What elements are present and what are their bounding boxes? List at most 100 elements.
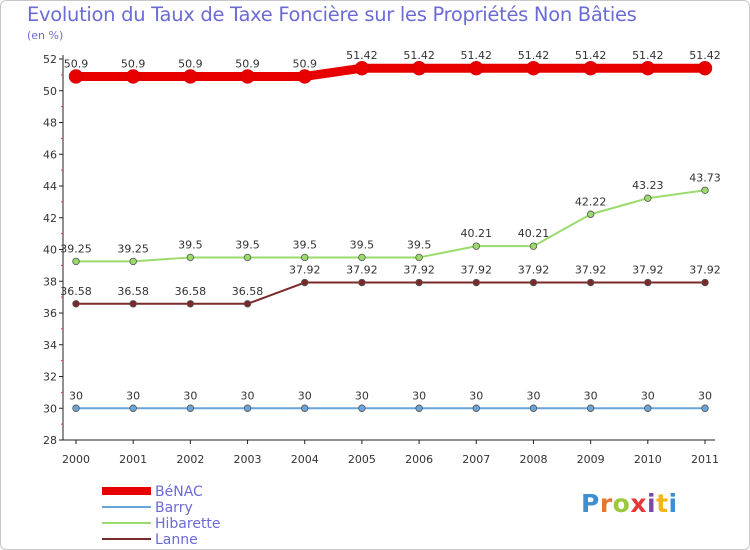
logo-letter: r	[599, 489, 613, 518]
data-point	[472, 404, 480, 412]
x-tick-label: 2003	[234, 453, 262, 466]
data-label: 39.25	[60, 242, 92, 255]
series-line-lanne	[75, 281, 706, 305]
x-tick-label: 2006	[405, 453, 433, 466]
x-tick-label: 2010	[634, 453, 662, 466]
y-tick-label: 36	[43, 307, 57, 320]
logo-letter: o	[612, 489, 631, 518]
data-point	[415, 253, 423, 262]
y-tick-label: 44	[43, 180, 57, 193]
data-point	[644, 278, 652, 287]
x-tick-label: 2000	[62, 453, 90, 466]
data-label: 50.9	[121, 57, 146, 70]
data-point	[640, 60, 656, 76]
data-point	[68, 69, 84, 84]
data-point	[526, 60, 541, 76]
series-line-bénac	[71, 63, 710, 81]
data-point	[186, 300, 195, 308]
data-point	[586, 404, 595, 412]
data-label: 36.58	[175, 285, 207, 298]
legend-label: Lanne	[155, 532, 198, 548]
data-point	[529, 278, 538, 287]
data-label: 37.92	[346, 264, 378, 277]
data-label: 30	[641, 389, 655, 402]
data-label: 30	[298, 389, 312, 402]
logo-letter: i	[668, 489, 678, 518]
data-point	[415, 404, 423, 412]
data-point	[472, 278, 480, 287]
data-label: 37.92	[575, 264, 607, 277]
data-label: 50.9	[235, 57, 260, 70]
data-label: 39.25	[117, 242, 149, 255]
data-label: 37.92	[632, 264, 664, 277]
data-point	[240, 69, 255, 84]
data-label: 30	[469, 389, 483, 402]
logo-letter: t	[656, 489, 669, 518]
data-label: 50.9	[64, 57, 89, 70]
chart-title: Evolution du Taux de Taxe Foncière sur l…	[27, 3, 637, 26]
x-tick-label: 2001	[119, 453, 147, 466]
data-point	[644, 194, 652, 202]
data-point	[129, 257, 137, 266]
x-tick-label: 2007	[462, 453, 490, 466]
data-label: 30	[412, 389, 426, 402]
data-label: 37.92	[289, 264, 321, 277]
data-point	[472, 242, 480, 250]
data-point	[583, 60, 598, 76]
data-label: 51.42	[461, 49, 493, 62]
y-tick-label: 30	[43, 402, 57, 415]
y-tick-label: 38	[43, 275, 57, 288]
proxiti-logo: ProxitiProxiti	[581, 489, 678, 518]
logo-letter: i	[647, 489, 657, 518]
data-label: 39.5	[178, 238, 203, 251]
legend-label: Barry	[155, 500, 193, 516]
data-point	[243, 253, 252, 262]
data-label: 50.9	[178, 57, 203, 70]
y-tick-label: 50	[43, 85, 57, 98]
data-point	[358, 253, 366, 262]
data-point	[697, 60, 713, 76]
data-label: 30	[355, 389, 369, 402]
data-label: 39.5	[407, 238, 432, 251]
data-label: 51.42	[346, 49, 378, 62]
data-point	[186, 404, 195, 412]
x-tick-label: 2005	[348, 453, 376, 466]
data-label: 30	[69, 389, 83, 402]
data-point	[72, 404, 80, 412]
series-layer	[68, 60, 713, 412]
data-label: 37.92	[689, 264, 721, 277]
data-point	[529, 242, 538, 250]
unit-label: (en %)	[27, 29, 64, 42]
legend-label: BéNAC	[155, 484, 203, 500]
data-label: 37.92	[461, 264, 493, 277]
x-tick-label: 2008	[519, 453, 547, 466]
data-point	[354, 60, 370, 76]
data-point	[243, 300, 252, 308]
data-point	[701, 186, 709, 194]
data-point	[186, 253, 195, 262]
data-label: 43.23	[632, 179, 664, 192]
data-label: 30	[126, 389, 140, 402]
data-label: 30	[526, 389, 540, 402]
data-point	[415, 278, 423, 287]
legend-label: Hibarette	[155, 516, 221, 532]
data-point	[129, 300, 137, 308]
data-label: 30	[698, 389, 712, 402]
y-tick-label: 48	[43, 117, 57, 130]
data-labels: 30 30 30 30 30 30 30 30 30 30 30 30 36.58 36.58 36.58 3…	[60, 49, 721, 402]
data-label: 51.42	[689, 49, 721, 62]
data-point	[301, 278, 309, 287]
data-point	[701, 278, 709, 287]
y-tick-label: 40	[43, 244, 57, 257]
y-tick-label: 52	[43, 53, 57, 66]
data-point	[411, 60, 427, 76]
data-label: 40.21	[461, 227, 493, 240]
data-label: 37.92	[518, 264, 550, 277]
data-point	[129, 404, 137, 412]
data-label: 30	[241, 389, 255, 402]
data-point	[701, 404, 709, 412]
data-point	[358, 278, 366, 287]
